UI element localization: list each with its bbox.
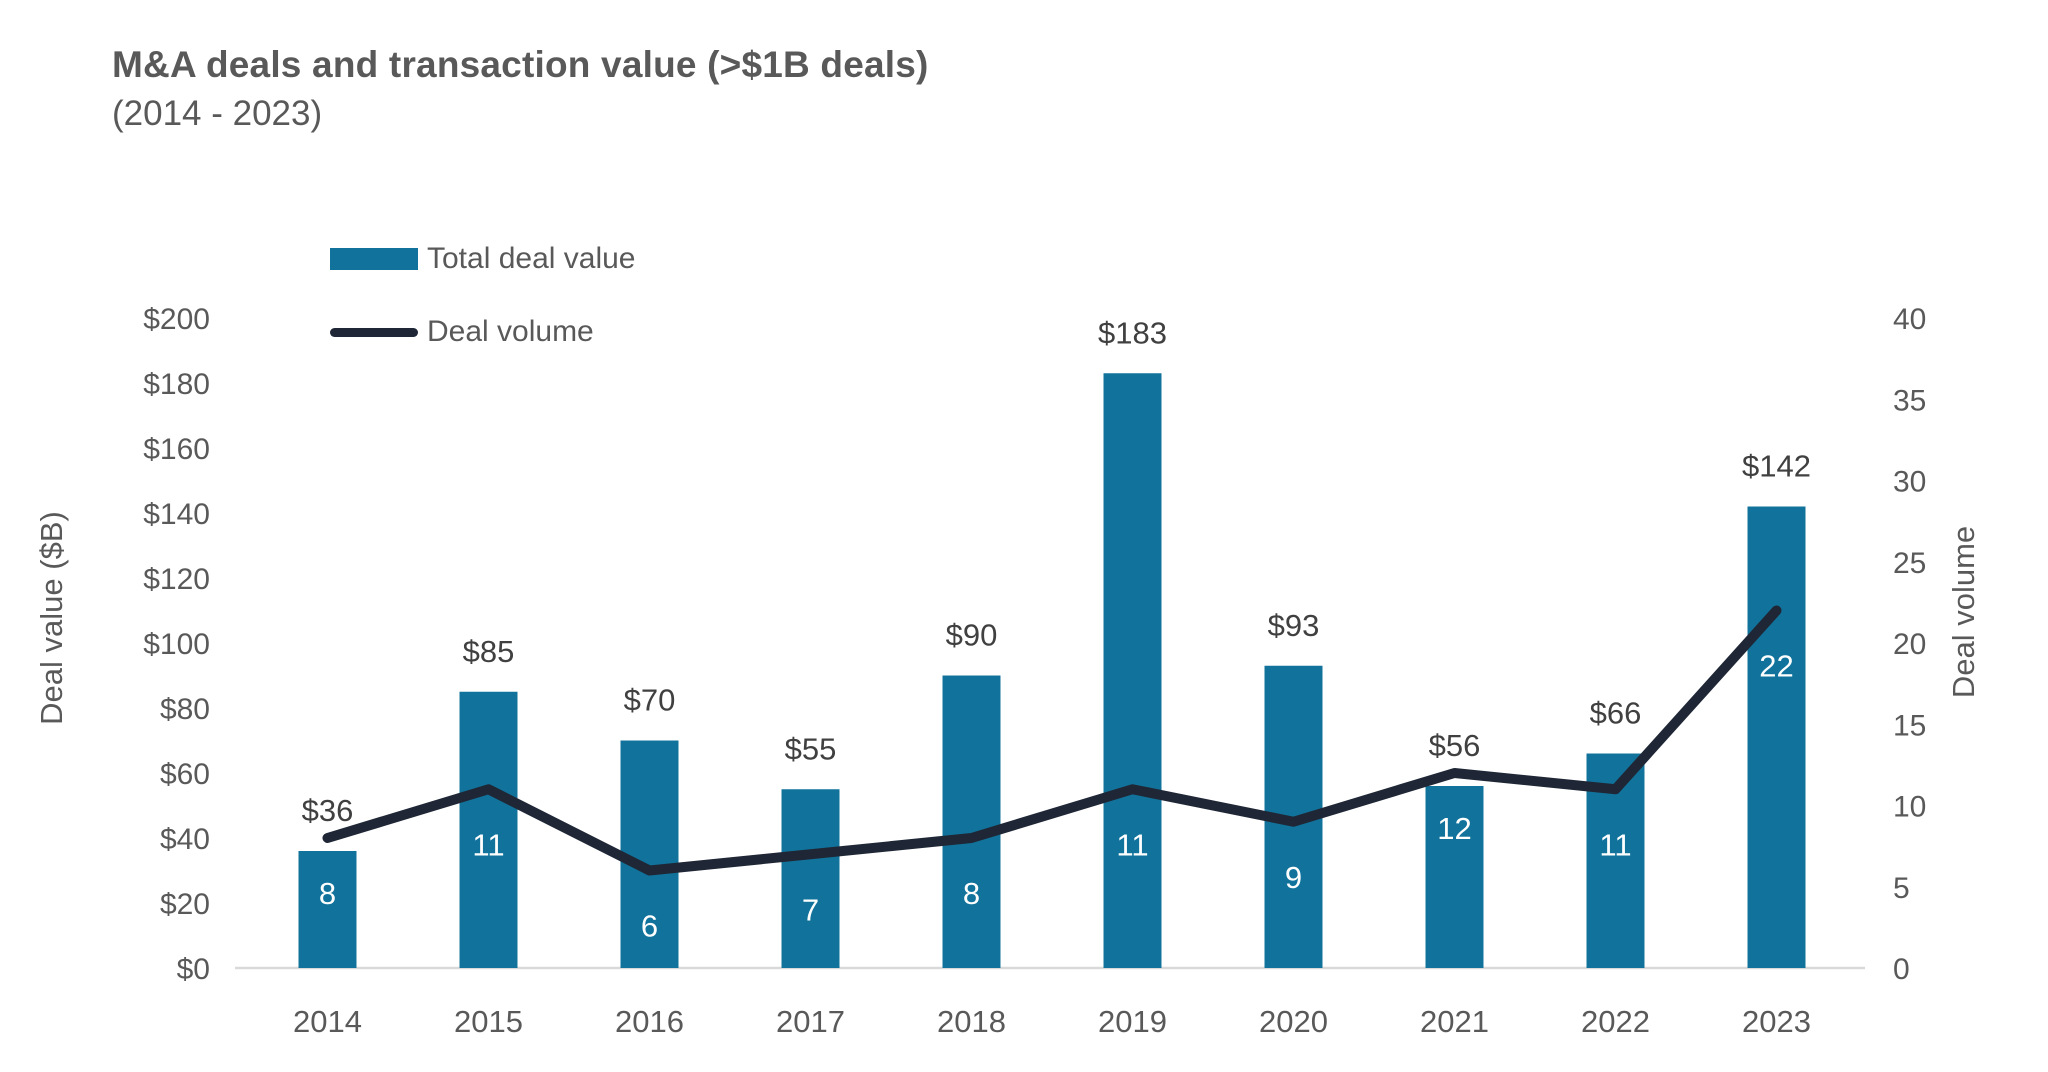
left-axis-tick: $180 <box>143 368 210 401</box>
bar-2017 <box>781 789 840 968</box>
bar-value-label-2019: $183 <box>1098 315 1167 350</box>
volume-label-2017: 7 <box>802 892 819 927</box>
legend-line-swatch <box>330 327 418 337</box>
volume-label-2018: 8 <box>963 876 980 911</box>
left-axis-title: Deal value ($B) <box>34 511 69 725</box>
bar-value-label-2021: $56 <box>1429 728 1481 763</box>
bar-2019 <box>1103 373 1162 968</box>
volume-label-2023: 22 <box>1759 649 1793 684</box>
bar-2015 <box>459 691 518 968</box>
bar-value-label-2016: $70 <box>624 683 676 718</box>
left-axis-tick: $140 <box>143 498 210 531</box>
left-axis-tick: $100 <box>143 628 210 661</box>
left-axis-tick: $0 <box>177 953 210 986</box>
right-axis-tick: 25 <box>1893 547 1926 580</box>
bar-value-label-2020: $93 <box>1268 608 1320 643</box>
right-axis-tick: 0 <box>1893 953 1910 986</box>
bar-2018 <box>942 675 1001 968</box>
bar-2023 <box>1747 506 1806 968</box>
left-axis-tick: $120 <box>143 563 210 596</box>
legend: Total deal value Deal volume <box>330 237 635 354</box>
bar-value-label-2017: $55 <box>785 731 837 766</box>
right-axis-title: Deal volume <box>1946 526 1981 698</box>
x-axis-label-2023: 2023 <box>1742 1004 1811 1039</box>
right-axis-tick: 10 <box>1893 791 1926 824</box>
right-axis-tick: 15 <box>1893 709 1926 742</box>
x-axis-label-2014: 2014 <box>293 1004 362 1039</box>
legend-item-total-deal-value: Total deal value <box>330 237 635 281</box>
bar-value-label-2023: $142 <box>1742 449 1811 484</box>
deal-volume-line <box>322 605 1782 876</box>
left-axis-tick: $20 <box>160 888 210 921</box>
bar-2014 <box>298 851 357 968</box>
right-axis-tick: 5 <box>1893 872 1910 905</box>
legend-item-deal-volume: Deal volume <box>330 310 635 354</box>
bar-value-label-2014: $36 <box>302 793 354 828</box>
left-axis-tick: $200 <box>143 303 210 336</box>
x-axis-label-2019: 2019 <box>1098 1004 1167 1039</box>
left-axis-tick: $40 <box>160 823 210 856</box>
volume-label-2021: 12 <box>1437 811 1471 846</box>
volume-label-2022: 11 <box>1599 827 1631 862</box>
right-axis-tick: 35 <box>1893 384 1926 417</box>
bar-2021 <box>1425 786 1484 968</box>
chart-title: M&A deals and transaction value (>$1B de… <box>112 44 929 85</box>
bar-value-label-2015: $85 <box>463 634 515 669</box>
legend-bar-swatch <box>330 248 418 270</box>
volume-label-2020: 9 <box>1285 860 1302 895</box>
x-axis-label-2018: 2018 <box>937 1004 1006 1039</box>
legend-label-deal-volume: Deal volume <box>427 315 594 348</box>
volume-label-2016: 6 <box>641 909 658 944</box>
x-axis-label-2022: 2022 <box>1581 1004 1650 1039</box>
volume-label-2015: 11 <box>472 827 504 862</box>
right-axis-tick: 40 <box>1893 303 1926 336</box>
left-axis-tick: $60 <box>160 758 210 791</box>
x-axis-label-2015: 2015 <box>454 1004 523 1039</box>
x-axis-label-2017: 2017 <box>776 1004 845 1039</box>
legend-label-total-deal-value: Total deal value <box>427 242 636 275</box>
left-axis-tick: $160 <box>143 433 210 466</box>
bar-value-label-2022: $66 <box>1590 696 1642 731</box>
left-axis-tick: $80 <box>160 693 210 726</box>
volume-label-2019: 11 <box>1116 827 1148 862</box>
bar-value-label-2018: $90 <box>946 618 998 653</box>
x-axis-label-2021: 2021 <box>1420 1004 1489 1039</box>
right-axis-tick: 30 <box>1893 466 1926 499</box>
right-axis-tick: 20 <box>1893 628 1926 661</box>
volume-label-2014: 8 <box>319 876 336 911</box>
x-axis-label-2020: 2020 <box>1259 1004 1328 1039</box>
x-axis-label-2016: 2016 <box>615 1004 684 1039</box>
bar-2016 <box>620 740 679 968</box>
chart-subtitle: (2014 - 2023) <box>112 94 323 133</box>
